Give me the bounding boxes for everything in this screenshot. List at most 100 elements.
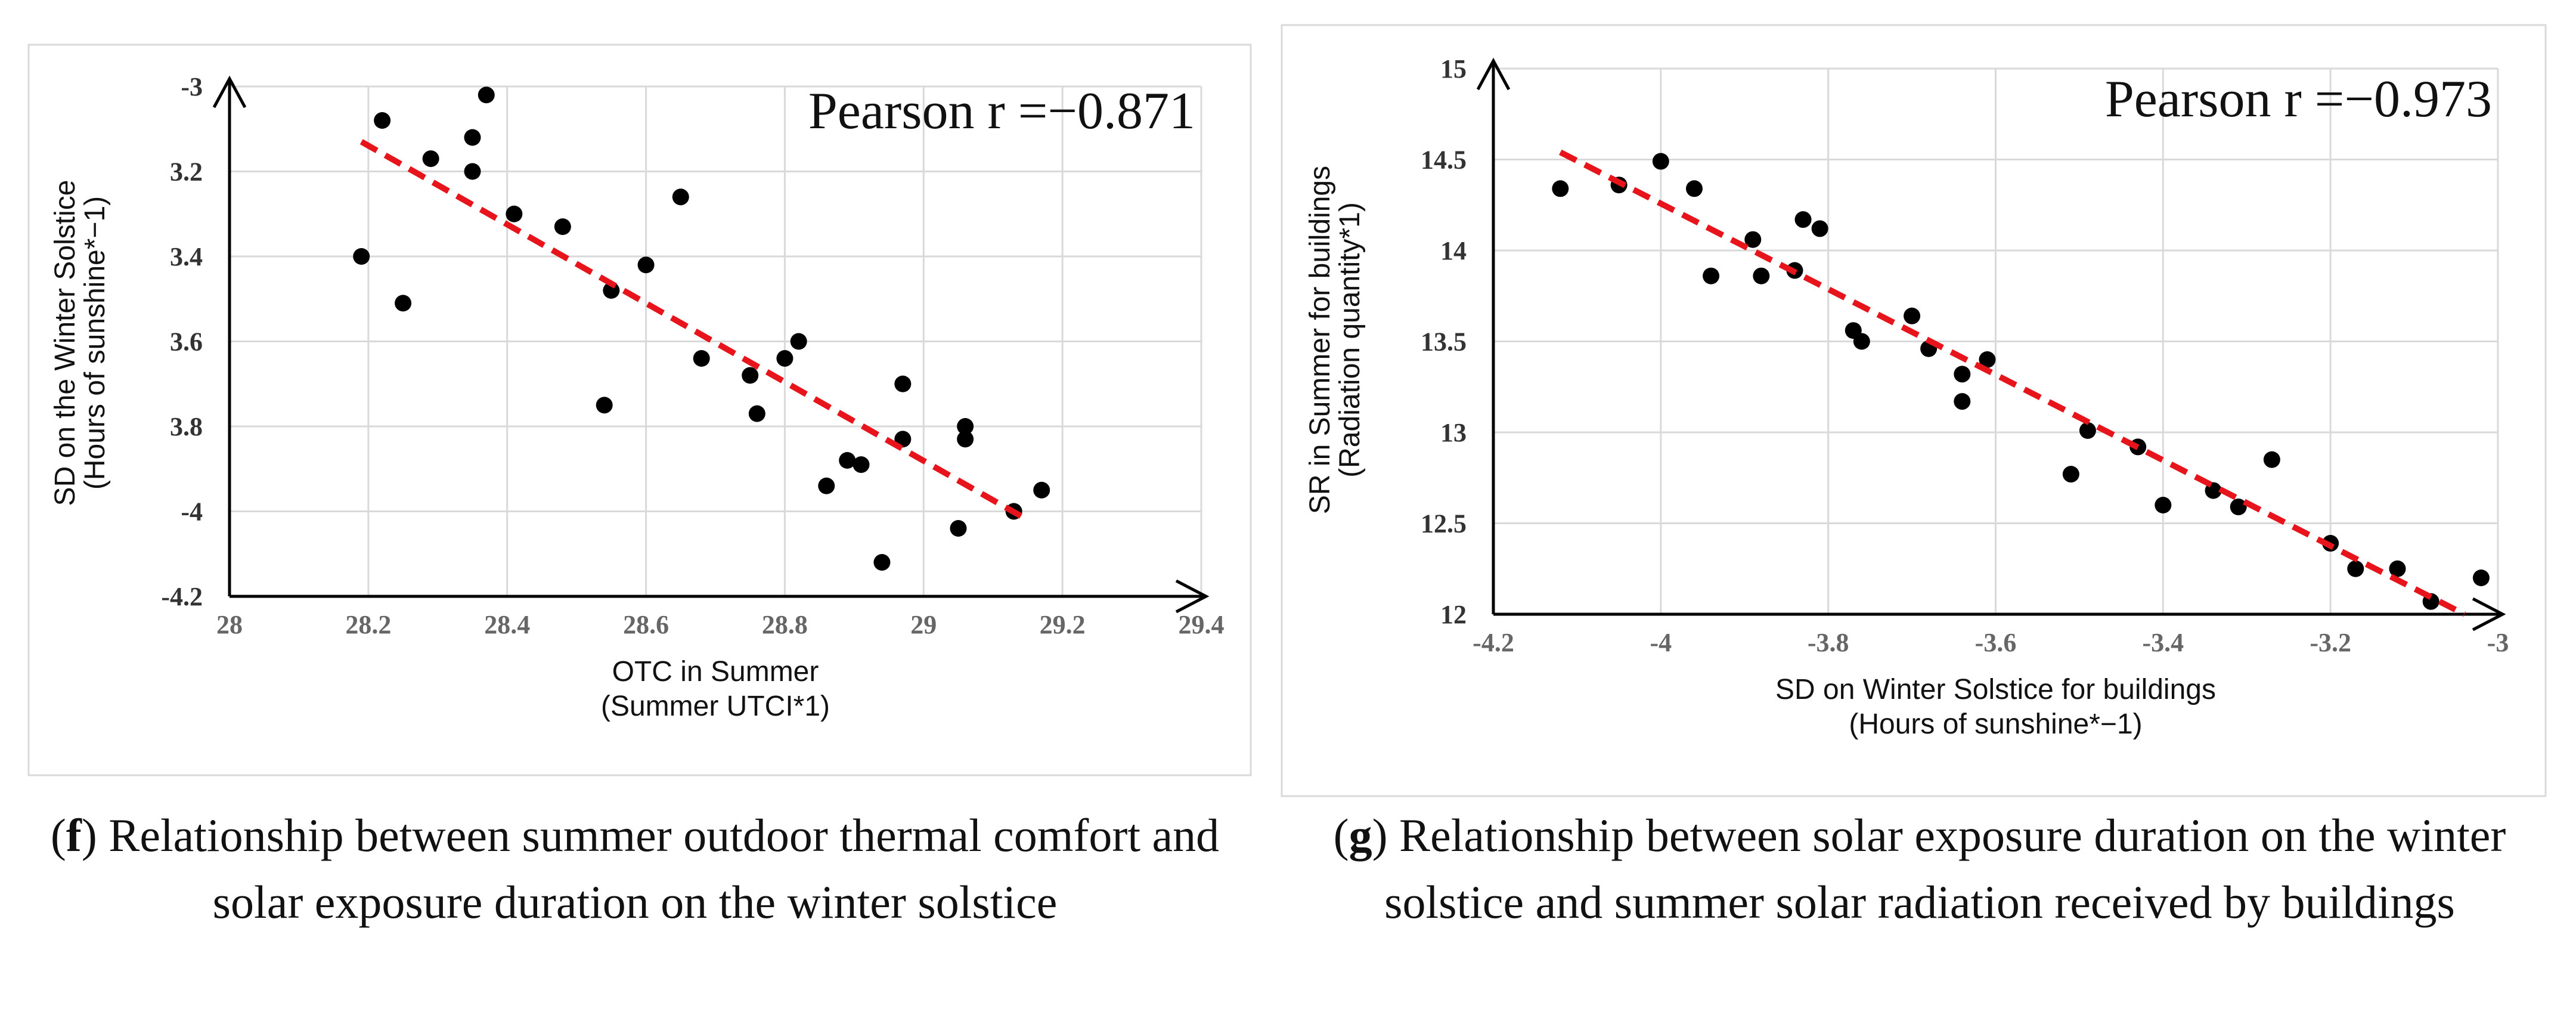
- panel-f-frame: [27, 44, 1252, 776]
- chart-g-y-axis-label-units: (Radiation quantity*1): [1334, 202, 1366, 478]
- chart-g-y-tick-label: 14.5: [1421, 146, 1467, 175]
- chart-f-y-tick-label: -4.2: [161, 582, 203, 611]
- chart-g-point: [1744, 231, 1762, 248]
- chart-g-point: [1954, 393, 1971, 410]
- chart-f-point: [950, 520, 967, 537]
- chart-g-y-arrow: [1476, 57, 1511, 91]
- chart-f-point: [873, 554, 891, 571]
- chart-f-point: [464, 163, 481, 180]
- chart-f-point: [596, 397, 613, 414]
- chart-g-y-tick-label: 15: [1440, 54, 1467, 83]
- chart-g-point: [2079, 422, 2096, 439]
- chart-g-x-tick-label: -3.2: [2310, 628, 2351, 657]
- chart-f-point: [790, 333, 807, 350]
- chart-f-point: [748, 405, 765, 422]
- caption-f-text: Relationship between summer outdoor ther…: [109, 809, 1220, 928]
- chart-g-point: [2230, 499, 2247, 516]
- chart-f-point: [957, 418, 974, 435]
- chart-g-point: [2472, 570, 2490, 586]
- chart-f-point: [554, 218, 571, 236]
- chart-f-point: [637, 256, 655, 274]
- chart-f-y-tick-label: 3.2: [170, 157, 203, 187]
- chart-f-y-tick-label: 3.8: [170, 412, 203, 441]
- chart-g-x-axis-label-units: (Hours of sunshine*−1): [1849, 708, 2142, 740]
- chart-g-point: [1652, 153, 1669, 170]
- caption-g-text: Relationship between solar exposure dura…: [1384, 809, 2506, 928]
- chart-f-point: [395, 295, 412, 312]
- chart-f-point: [839, 452, 856, 469]
- chart-g-y-axis-label: SR in Summer for buildings: [1304, 166, 1336, 514]
- charts-svg: 28 28.2 28.4 28.6 28.8 29 29.2 29.4 -3 3.2 3.4 3.6 3…: [27, 24, 2547, 797]
- caption-g-label: g: [1349, 809, 1372, 861]
- chart-g-point: [1979, 351, 1996, 368]
- chart-f-x-tick-label: 28.4: [484, 610, 530, 639]
- chart-g-point: [2263, 451, 2280, 468]
- chart-g-point: [2155, 497, 2172, 513]
- chart-f-point: [353, 248, 370, 265]
- chart-g-y-tick-label: 13.5: [1421, 327, 1467, 357]
- chart-g-point: [1753, 267, 1770, 284]
- chart-g-x-tick-label: -3.6: [1975, 628, 2017, 657]
- chart-f-x-tick-label: 28.6: [623, 610, 669, 639]
- chart-g-y-tick-label: 13: [1440, 418, 1467, 447]
- caption-f: (f) Relationship between summer outdoor …: [50, 809, 1220, 928]
- chart-f-point: [853, 456, 870, 473]
- chart-f-point: [478, 86, 495, 104]
- chart-f-point: [374, 112, 391, 129]
- chart-f-pearson-annotation: Pearson r =−0.871: [808, 82, 1195, 140]
- chart-g-point: [1794, 211, 1812, 228]
- chart-g-x-tick-label: -4: [1650, 628, 1672, 657]
- chart-f-x-arrow: [1175, 579, 1210, 614]
- chart-f-x-tick-label: 28.8: [762, 610, 808, 639]
- chart-f-point: [742, 367, 759, 384]
- chart-f-point: [422, 150, 439, 168]
- chart-f-y-tick-label: 3.6: [170, 327, 203, 357]
- chart-g-point: [1703, 267, 1720, 284]
- chart-f-x-axis-label: OTC in Summer: [612, 656, 819, 688]
- chart-f-x-tick-label: 28: [216, 610, 243, 639]
- chart-g-point: [1686, 180, 1703, 197]
- chart-f-y-tick-label: -4: [181, 497, 203, 527]
- chart-f-point: [894, 375, 912, 392]
- chart-g-pearson-annotation: Pearson r =−0.973: [2105, 70, 2492, 128]
- chart-g-point: [1552, 180, 1569, 197]
- chart-f-x-tick-label: 29: [910, 610, 937, 639]
- chart-f-y-tick-label: -3: [181, 72, 203, 101]
- chart-f-x-axis-label-units: (Summer UTCI*1): [601, 691, 830, 722]
- chart-f-point: [957, 431, 974, 448]
- chart-f-x-tick-label: 29.2: [1040, 610, 1086, 639]
- chart-g-y-tick-label: 12: [1440, 600, 1467, 629]
- chart-g-y-tick-label: 12.5: [1421, 509, 1467, 539]
- chart-g-x-tick-label: -3.8: [1808, 628, 1849, 657]
- chart-f-x-tick-label: 29.4: [1179, 610, 1225, 639]
- chart-g-y-tick-label: 14: [1440, 236, 1467, 265]
- chart-g-point: [1853, 333, 1870, 350]
- chart-f-point: [603, 282, 620, 299]
- chart-g-x-tick-label: -3.4: [2143, 628, 2184, 657]
- chart-f-y-tick-label: 3.4: [170, 242, 203, 271]
- chart-g-point: [1904, 307, 1921, 324]
- chart-f-point: [693, 350, 710, 367]
- chart-g-point: [2347, 560, 2364, 577]
- chart-g-x-tick-label: -4.2: [1473, 628, 1514, 657]
- chart-g-point: [1954, 366, 1971, 383]
- chart-g-x-axis-label: SD on Winter Solstice for buildings: [1775, 674, 2216, 705]
- chart-f-point: [818, 477, 835, 494]
- chart-f-point: [776, 350, 793, 367]
- chart-g-trendline: [1559, 149, 2466, 617]
- chart-f-trendline: [359, 139, 1030, 523]
- chart-f-x-tick-label: 28.2: [345, 610, 391, 639]
- chart-f-y-arrow: [212, 75, 247, 109]
- chart-f-point: [506, 205, 523, 222]
- chart-f-point: [672, 188, 689, 206]
- chart-g-x-arrow: [2472, 597, 2506, 632]
- chart-f-point: [464, 129, 481, 146]
- chart-f-point: [1033, 481, 1050, 499]
- chart-g-point: [2389, 560, 2406, 577]
- caption-g: (g) Relationship between solar exposure …: [1333, 809, 2506, 928]
- caption-f-label: f: [66, 809, 82, 861]
- chart-g-point: [1811, 220, 1828, 237]
- panel-g-frame: [1281, 24, 2547, 797]
- chart-f-y-axis-label-units: (Hours of sunshine*−1): [79, 196, 111, 490]
